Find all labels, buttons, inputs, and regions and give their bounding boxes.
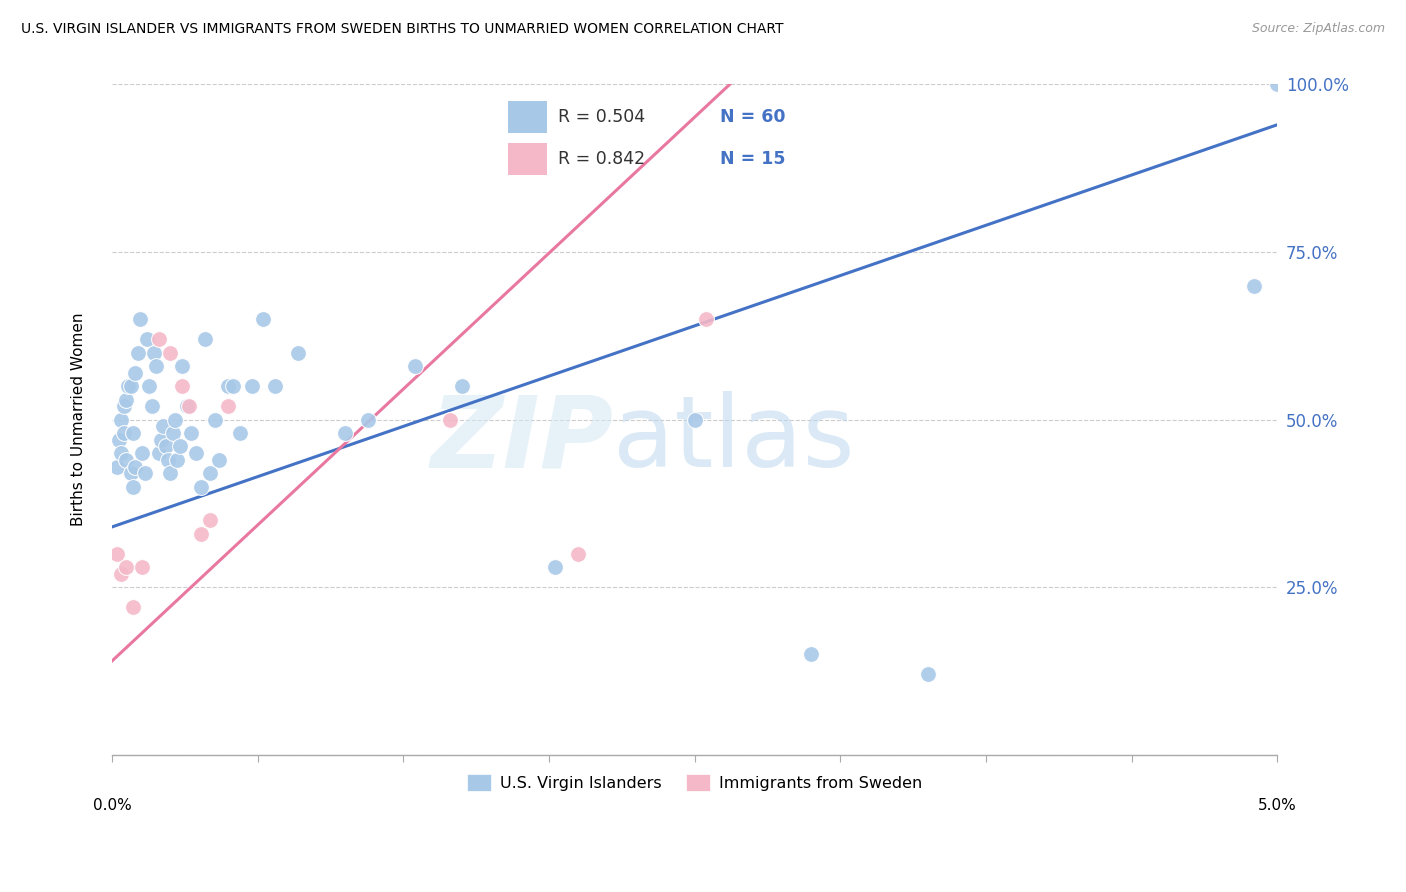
- Text: 0.0%: 0.0%: [93, 798, 131, 814]
- Point: [148, 332, 170, 346]
- Point: [110, 412, 132, 426]
- Text: ZIP: ZIP: [430, 392, 613, 488]
- Point: [184, 446, 207, 460]
- Text: 5.0%: 5.0%: [1258, 798, 1296, 814]
- Point: [112, 399, 135, 413]
- Point: [148, 446, 170, 460]
- Point: [115, 560, 138, 574]
- Point: [333, 426, 356, 441]
- Point: [198, 513, 221, 527]
- Point: [176, 399, 198, 413]
- Point: [127, 345, 149, 359]
- Point: [122, 480, 145, 494]
- Text: atlas: atlas: [613, 392, 855, 488]
- Point: [177, 399, 200, 413]
- Point: [124, 459, 146, 474]
- Point: [162, 426, 184, 441]
- Point: [156, 453, 179, 467]
- Point: [180, 426, 202, 441]
- Point: [357, 412, 380, 426]
- Point: [252, 312, 274, 326]
- Point: [1243, 278, 1265, 293]
- Point: [120, 467, 142, 481]
- Point: [208, 453, 231, 467]
- Point: [115, 453, 138, 467]
- Point: [198, 467, 221, 481]
- Point: [110, 566, 132, 581]
- Point: [229, 426, 252, 441]
- Point: [155, 440, 177, 454]
- Point: [108, 433, 131, 447]
- Point: [138, 379, 160, 393]
- Point: [218, 399, 240, 413]
- Point: [222, 379, 245, 393]
- Point: [120, 379, 142, 393]
- Point: [450, 379, 472, 393]
- Point: [159, 467, 181, 481]
- Point: [240, 379, 263, 393]
- Legend: U.S. Virgin Islanders, Immigrants from Sweden: U.S. Virgin Islanders, Immigrants from S…: [460, 768, 929, 797]
- Point: [115, 392, 138, 407]
- Point: [218, 379, 240, 393]
- Point: [166, 453, 188, 467]
- Point: [190, 480, 212, 494]
- Point: [800, 648, 823, 662]
- Point: [105, 547, 128, 561]
- Point: [439, 412, 461, 426]
- Point: [170, 379, 193, 393]
- Point: [169, 440, 191, 454]
- Point: [404, 359, 426, 373]
- Point: [264, 379, 287, 393]
- Point: [204, 412, 226, 426]
- Point: [135, 332, 157, 346]
- Point: [163, 412, 186, 426]
- Point: [117, 379, 139, 393]
- Point: [170, 359, 193, 373]
- Point: [110, 446, 132, 460]
- Point: [159, 345, 181, 359]
- Point: [122, 426, 145, 441]
- Y-axis label: Births to Unmarried Women: Births to Unmarried Women: [72, 313, 86, 526]
- Point: [122, 600, 145, 615]
- Point: [152, 419, 174, 434]
- Point: [1267, 78, 1289, 92]
- Point: [105, 459, 128, 474]
- Point: [112, 426, 135, 441]
- Point: [129, 312, 152, 326]
- Point: [141, 399, 163, 413]
- Point: [695, 312, 717, 326]
- Text: Source: ZipAtlas.com: Source: ZipAtlas.com: [1251, 22, 1385, 36]
- Point: [190, 526, 212, 541]
- Point: [134, 467, 156, 481]
- Point: [131, 446, 153, 460]
- Point: [145, 359, 167, 373]
- Point: [124, 366, 146, 380]
- Point: [194, 332, 217, 346]
- Text: U.S. VIRGIN ISLANDER VS IMMIGRANTS FROM SWEDEN BIRTHS TO UNMARRIED WOMEN CORRELA: U.S. VIRGIN ISLANDER VS IMMIGRANTS FROM …: [21, 22, 783, 37]
- Point: [131, 560, 153, 574]
- Point: [149, 433, 172, 447]
- Point: [287, 345, 309, 359]
- Point: [683, 412, 706, 426]
- Point: [917, 667, 939, 681]
- Point: [567, 547, 589, 561]
- Point: [544, 560, 567, 574]
- Point: [142, 345, 165, 359]
